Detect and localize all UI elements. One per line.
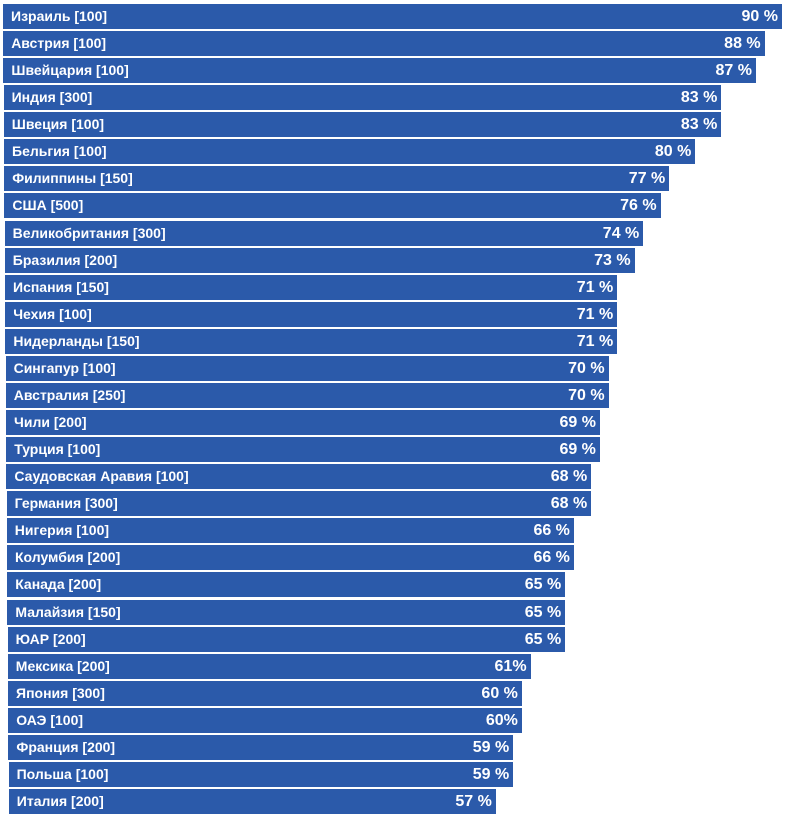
bar: Италия [200] 57 %: [8, 789, 496, 815]
bar-category-label: Япония [300]: [16, 684, 105, 701]
bar: Чехия [100] 71 %: [5, 301, 618, 327]
bar-value-label: 83 %: [680, 89, 718, 107]
bar-category-label: Чили [200]: [14, 414, 87, 431]
bar-category-label: Колумбия [200]: [15, 549, 121, 566]
bar-value-label: 73 %: [594, 251, 631, 269]
bar-value-label: 61%: [494, 657, 527, 675]
bar: Индия [300] 83 %: [3, 85, 722, 111]
bar-value-label: 90 %: [741, 8, 778, 25]
bar-category-label: Испания [150]: [13, 278, 109, 295]
bar-value-label: 70 %: [568, 386, 605, 404]
bar-value-label: 65 %: [524, 603, 562, 621]
bar-value-label: 71 %: [576, 332, 614, 350]
bar: Швейцария [100] 87 %: [3, 58, 756, 84]
bar: Турция [100] 69 %: [6, 437, 600, 463]
bar-category-label: Мексика [200]: [15, 657, 110, 674]
bar: Нидерланды [150] 71 %: [5, 328, 618, 354]
bar-value-label: 69 %: [559, 441, 596, 459]
bar-category-label: Польша [100]: [16, 765, 109, 782]
bar-value-label: 60%: [485, 711, 518, 729]
bar: Израиль [100] 90 %: [3, 4, 782, 29]
bar: Саудовская Аравия [100] 68 %: [6, 464, 592, 490]
bar-category-label: Израиль [100]: [11, 8, 108, 24]
bar: Нигерия [100] 66 %: [6, 518, 574, 544]
bar-category-label: Турция [100]: [14, 441, 101, 458]
bar: США [500] 76 %: [4, 193, 661, 219]
bar-category-label: Франция [200]: [16, 738, 116, 755]
bar: Сингапур [100] 70 %: [5, 355, 609, 381]
bar-value-label: 70 %: [568, 359, 605, 377]
bar-value-label: 59 %: [472, 738, 510, 756]
bar-category-label: Малайзия [150]: [15, 603, 121, 620]
bar: Япония [300] 60 %: [8, 680, 522, 706]
bar-category-label: Швейцария [100]: [11, 62, 129, 79]
bar-value-label: 76 %: [620, 197, 657, 215]
bar: Чили [200] 69 %: [6, 410, 600, 436]
bar: Австралия [250] 70 %: [5, 382, 609, 408]
bar: Австрия [100] 88 %: [3, 31, 765, 57]
bar: ЮАР [200] 65 %: [7, 626, 566, 652]
bar-value-label: 68 %: [550, 468, 588, 486]
bar-value-label: 71 %: [576, 305, 614, 323]
bar-value-label: 66 %: [533, 522, 570, 540]
bar: Франция [200] 59 %: [8, 734, 514, 760]
bar: Малайзия [150] 65 %: [7, 599, 566, 625]
bar: Колумбия [200] 66 %: [7, 545, 574, 571]
bar-category-label: Канада [200]: [15, 576, 102, 593]
bar-category-label: Нидерланды [150]: [13, 332, 140, 349]
bar: Германия [300] 68 %: [6, 491, 592, 517]
bar-value-label: 59 %: [472, 765, 510, 783]
bar-category-label: Чехия [100]: [13, 305, 92, 322]
bar: Швеция [100] 83 %: [3, 112, 722, 138]
bar: Польша [100] 59 %: [8, 761, 514, 787]
bar-value-label: 87 %: [715, 62, 752, 80]
bar-category-label: Бразилия [200]: [12, 251, 118, 268]
bar-category-label: Филиппины [150]: [12, 170, 133, 187]
bar-category-label: Нигерия [100]: [14, 522, 110, 539]
bar: Филиппины [150] 77 %: [4, 166, 670, 192]
bar-value-label: 57 %: [455, 793, 492, 811]
bar-category-label: ОАЭ [100]: [16, 711, 84, 728]
bar-category-label: Бельгия [100]: [12, 143, 107, 160]
bar-value-label: 80 %: [654, 143, 692, 161]
bar: Великобритания [300] 74 %: [4, 220, 644, 246]
bar: Канада [200] 65 %: [7, 572, 566, 598]
bar-category-label: Австралия [250]: [13, 386, 126, 403]
bar-value-label: 83 %: [680, 116, 718, 134]
bar-value-label: 88 %: [724, 35, 761, 53]
bar-category-label: Великобритания [300]: [12, 224, 166, 241]
bar-value-label: 65 %: [524, 576, 562, 594]
bar-value-label: 66 %: [533, 549, 570, 567]
bar-value-label: 69 %: [559, 414, 596, 432]
bar-category-label: Индия [300]: [11, 89, 93, 106]
bar: Бразилия [200] 73 %: [4, 247, 635, 273]
bar: Бельгия [100] 80 %: [4, 139, 696, 165]
bar-value-label: 74 %: [602, 224, 640, 242]
bar-category-label: Италия [200]: [16, 793, 104, 810]
bar: Испания [150] 71 %: [5, 274, 618, 300]
bar: ОАЭ [100] 60%: [8, 707, 522, 733]
bar-category-label: ЮАР [200]: [15, 630, 86, 647]
bar-value-label: 71 %: [576, 278, 614, 296]
bar-category-label: Австрия [100]: [11, 35, 107, 52]
bar-category-label: Германия [300]: [14, 495, 118, 512]
bar-value-label: 65 %: [524, 630, 562, 648]
bar: Мексика [200] 61%: [7, 653, 531, 679]
bar-value-label: 68 %: [550, 495, 588, 513]
bar-category-label: Саудовская Аравия [100]: [14, 468, 189, 485]
bar-category-label: США [500]: [12, 197, 84, 214]
bar-category-label: Сингапур [100]: [13, 359, 116, 376]
bar-value-label: 60 %: [481, 684, 518, 702]
bar-category-label: Швеция [100]: [11, 116, 105, 133]
bar-value-label: 77 %: [628, 170, 666, 188]
